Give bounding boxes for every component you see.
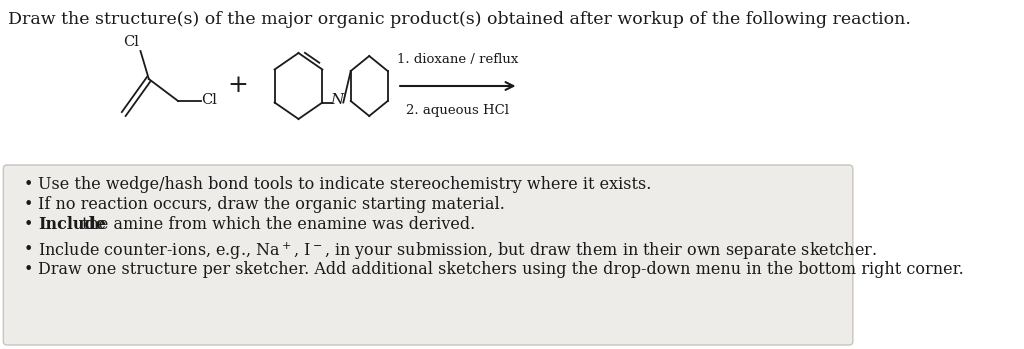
Text: •: • (24, 241, 33, 258)
Text: the amine from which the enamine was derived.: the amine from which the enamine was der… (82, 216, 475, 233)
Text: Include counter-ions, e.g., Na$^+$, I$^-$, in your submission, but draw them in : Include counter-ions, e.g., Na$^+$, I$^-… (39, 241, 878, 262)
Text: •: • (24, 261, 33, 278)
Text: Draw the structure(s) of the major organic product(s) obtained after workup of t: Draw the structure(s) of the major organ… (8, 11, 911, 28)
Text: Cl: Cl (202, 93, 217, 107)
FancyBboxPatch shape (3, 165, 853, 345)
Text: +: + (228, 74, 249, 97)
Text: •: • (24, 196, 33, 213)
Text: If no reaction occurs, draw the organic starting material.: If no reaction occurs, draw the organic … (39, 196, 505, 213)
Text: 1. dioxane / reflux: 1. dioxane / reflux (396, 53, 518, 66)
Text: N: N (331, 94, 344, 107)
Text: 2. aqueous HCl: 2. aqueous HCl (406, 104, 509, 117)
Text: •: • (24, 216, 33, 233)
Text: Use the wedge/hash bond tools to indicate stereochemistry where it exists.: Use the wedge/hash bond tools to indicat… (39, 176, 652, 193)
Text: •: • (24, 176, 33, 193)
Text: Draw one structure per sketcher. Add additional sketchers using the drop-down me: Draw one structure per sketcher. Add add… (39, 261, 965, 278)
Text: Cl: Cl (123, 35, 139, 49)
Text: Include: Include (39, 216, 106, 233)
